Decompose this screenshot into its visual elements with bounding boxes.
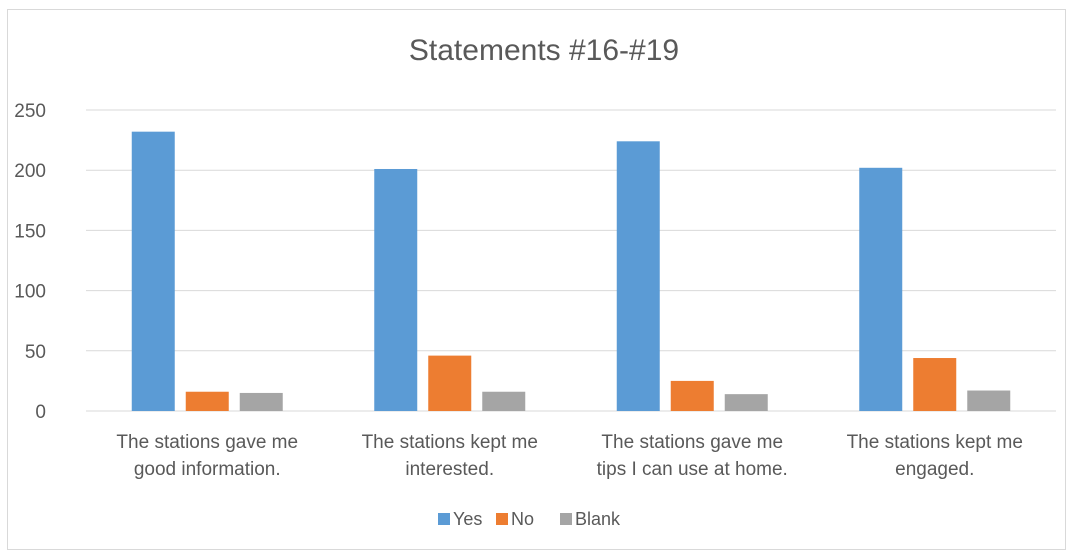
- bar-blank-3: [724, 394, 768, 411]
- x-category-label: tips I can use at home.: [597, 459, 788, 480]
- x-category-label: good information.: [134, 459, 281, 480]
- legend-label-no: No: [511, 509, 534, 529]
- bar-yes-1: [131, 131, 175, 411]
- y-tick-label: 0: [35, 402, 46, 423]
- y-axis-ticks: 0 50 100 150 200 250: [14, 101, 46, 423]
- legend-swatch-yes: [438, 513, 450, 525]
- bar-no-4: [913, 358, 957, 411]
- bar-no-1: [185, 391, 229, 411]
- bar-blank-4: [967, 390, 1011, 411]
- x-category-label: The stations gave me: [116, 432, 298, 453]
- legend: Yes No Blank: [438, 509, 621, 529]
- x-category-label: The stations kept me: [847, 432, 1023, 453]
- legend-label-blank: Blank: [575, 509, 621, 529]
- bar-yes-4: [859, 167, 903, 411]
- y-tick-label: 100: [14, 282, 46, 303]
- bar-yes-2: [374, 168, 418, 411]
- x-category-label: The stations kept me: [362, 432, 538, 453]
- bars: [131, 131, 1011, 411]
- x-category-label: engaged.: [895, 459, 974, 480]
- bar-blank-2: [482, 391, 526, 411]
- bar-no-3: [670, 380, 714, 411]
- x-category-label: The stations gave me: [601, 432, 783, 453]
- chart-title: Statements #16-#19: [409, 34, 679, 67]
- x-axis-categories: The stations gave me good information. The…: [116, 432, 1023, 480]
- x-category-label: interested.: [405, 459, 494, 480]
- y-tick-label: 50: [25, 342, 46, 363]
- y-tick-label: 250: [14, 101, 46, 122]
- gridlines: [86, 109, 1056, 412]
- legend-swatch-no: [496, 513, 508, 525]
- bar-yes-3: [616, 141, 660, 411]
- bar-no-2: [428, 355, 472, 411]
- legend-label-yes: Yes: [453, 509, 482, 529]
- y-tick-label: 150: [14, 221, 46, 242]
- legend-swatch-blank: [560, 513, 572, 525]
- y-tick-label: 200: [14, 161, 46, 182]
- bar-blank-1: [239, 392, 283, 411]
